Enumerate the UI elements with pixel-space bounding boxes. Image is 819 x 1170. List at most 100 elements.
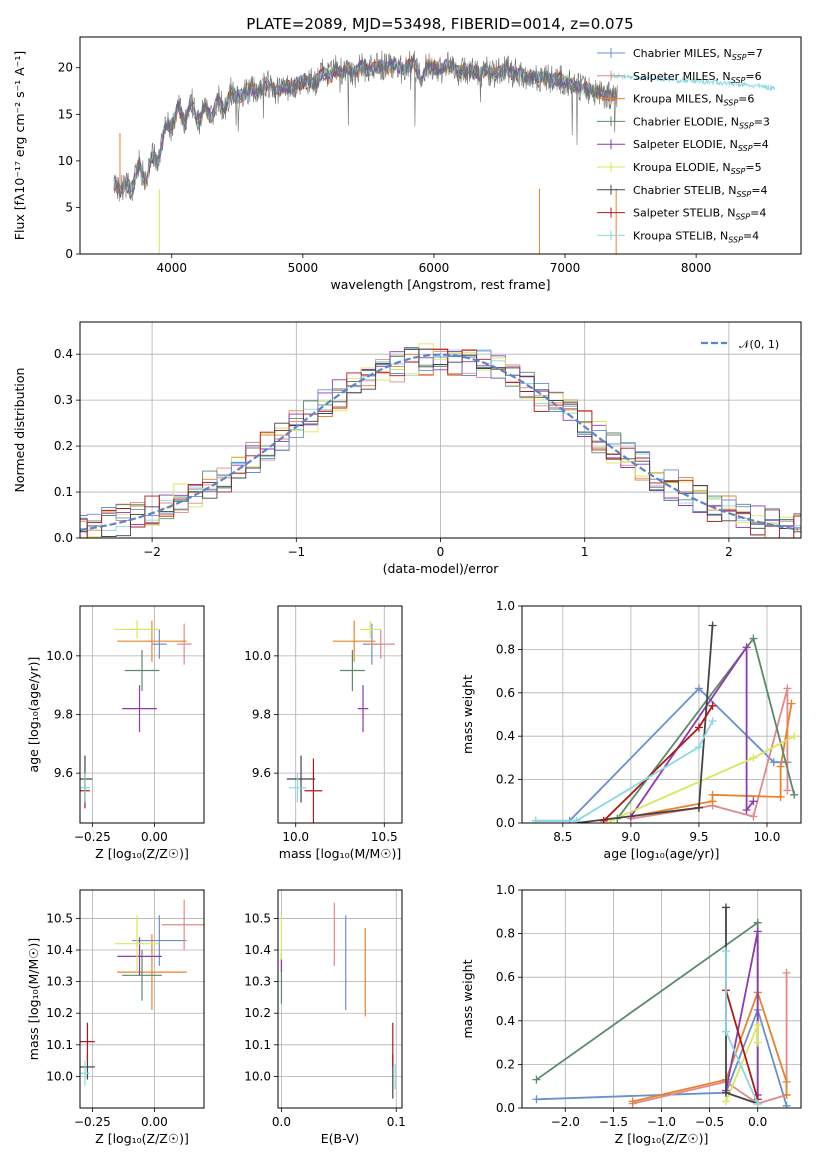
errorbar-point (114, 620, 160, 639)
legend-entry-name: Salpeter ELODIE (633, 138, 723, 151)
x-axis-label: age [log₁₀(age/yr)] (604, 846, 720, 861)
plus-marker (599, 816, 608, 823)
legend-entry: Kroupa STELIB, NSSP=4 (633, 229, 759, 244)
x-tick-label: −2.0 (551, 1115, 580, 1129)
weight_vs_age-panel: 8.5 9.0 9.5 10.0 0.0 0.2 0.4 0.6 0.8 1.0 age [log₁… (460, 599, 802, 861)
plus-marker (783, 786, 792, 795)
y-tick-label: 0.2 (496, 773, 515, 787)
plus-marker (708, 717, 717, 726)
histogram-salpeter-elodie (80, 347, 801, 538)
x-tick-label: 10.5 (371, 830, 398, 844)
errorbar-point (357, 685, 369, 733)
y-tick-label: 10.1 (244, 1038, 271, 1052)
axes-frame (79, 889, 205, 1109)
x-tick-label: 6000 (419, 261, 450, 275)
plus-marker (721, 1097, 730, 1106)
legend-entry-nssp-label: , N (721, 184, 736, 197)
legend-entry-nssp-label: , N (713, 229, 728, 242)
legend-entry-nssp-sub: SSP (739, 121, 754, 130)
y-tick-label: 0.8 (496, 642, 515, 656)
legend-entry-nssp-value: 6 (747, 93, 754, 106)
legend-entry: Chabrier MILES, NSSP=7 (633, 47, 763, 62)
y-tick-label: 20 (58, 61, 73, 75)
legend-entry-nssp-eq: = (745, 161, 754, 174)
legend-entry-nssp-eq: = (746, 47, 755, 60)
errorbar-point (117, 937, 162, 976)
plus-marker (753, 1038, 762, 1047)
plus-marker (783, 684, 792, 693)
axes-frame (79, 321, 802, 539)
y-tick-label: 0.4 (496, 729, 515, 743)
y-tick-label: 10.2 (46, 1006, 73, 1020)
legend-entry-nssp-eq: = (743, 229, 752, 242)
histogram-steps (80, 343, 801, 538)
legend-entry: Chabrier ELODIE, NSSP=3 (633, 115, 770, 130)
legend-entry-nssp-eq: = (750, 207, 759, 220)
legend-entry-nssp-label: , N (724, 115, 739, 128)
legend-entry-nssp-value: 4 (762, 138, 769, 151)
y-tick-label: 10.0 (46, 649, 73, 663)
y-tick-label: 0.4 (496, 1014, 515, 1028)
plus-marker (749, 753, 758, 762)
legend-entry-nssp-eq: = (754, 115, 763, 128)
legend-entry-nssp-sub: SSP (731, 76, 746, 85)
plus-marker (769, 758, 778, 767)
y-tick-label: 10.3 (46, 975, 73, 989)
axes-frame (521, 605, 802, 824)
legend-entry: Kroupa ELODIE, NSSP=5 (633, 161, 762, 176)
errorbar-point (151, 629, 167, 659)
legend-entry-nssp-sub: SSP (737, 190, 752, 199)
errorbar-point (161, 899, 204, 951)
mass_vs_Z-panel: −0.25 0.00 10.0 10.1 10.2 10.3 10.4 10.5 Z [log₁… (26, 889, 205, 1146)
weight-lines (531, 621, 799, 823)
x-axis-label: Z [log₁₀(Z/Z☉)] (95, 846, 189, 861)
errorbar-point (80, 1022, 95, 1061)
legend-entry-nssp-value: 4 (752, 229, 759, 242)
errorbars (280, 902, 396, 1099)
x-tick-label: −1 (287, 545, 305, 559)
plus-marker (721, 903, 730, 912)
x-tick-label: −1.5 (599, 1115, 628, 1129)
errorbar-point (122, 950, 162, 1001)
x-axis-label: Z [log₁₀(Z/Z☉)] (615, 1131, 709, 1146)
axes-frame (79, 605, 205, 824)
y-tick-label: 10.0 (244, 1069, 271, 1083)
mass_vs_EBV-panel: 0.0 0.1 10.0 10.1 10.2 10.3 10.4 10.5 E(B-V) (244, 889, 406, 1146)
plus-marker (787, 699, 796, 708)
errorbars (286, 620, 395, 823)
legend-entry-name: Kroupa MILES (633, 93, 708, 106)
y-tick-label: 0.2 (54, 439, 73, 453)
x-axis-label: mass [log₁₀(M/M☉)] (279, 846, 401, 861)
y-axis-label: age [log₁₀(age/yr)] (26, 657, 41, 773)
histogram-salpeter-miles (80, 350, 801, 538)
legend-entry-nssp-sub: SSP (732, 53, 747, 62)
x-tick-label: 1 (581, 545, 589, 559)
legend-entry-nssp-label: , N (720, 207, 735, 220)
plus-marker (753, 1021, 762, 1030)
y-tick-label: 0.2 (496, 1057, 515, 1071)
axes-frame (277, 889, 403, 1109)
y-tick-label: 0.6 (496, 686, 515, 700)
plus-marker (776, 792, 785, 801)
x-tick-label: 9.0 (621, 830, 640, 844)
legend-entry: Salpeter STELIB, NSSP=4 (633, 207, 766, 222)
plus-marker (782, 1090, 791, 1099)
y-tick-label: 5 (65, 200, 73, 214)
y-tick-label: 0.0 (496, 816, 515, 830)
x-tick-label: −0.5 (695, 1115, 724, 1129)
errorbars (80, 620, 192, 809)
legend-entry: Kroupa MILES, NSSP=6 (633, 93, 754, 108)
y-tick-label: 10.4 (244, 943, 271, 957)
plus-marker (572, 816, 581, 823)
plus-marker (532, 1075, 541, 1084)
age_vs_mass-panel: 10.0 10.5 9.6 9.8 10.0 mass [log₁₀(M/M☉)] (244, 605, 403, 861)
legend-entry-nssp-label: , N (708, 93, 723, 106)
y-tick-label: 1.0 (496, 599, 515, 613)
y-tick-label: 10.4 (46, 943, 73, 957)
y-tick-label: 10.1 (46, 1038, 73, 1052)
axes-frame (79, 36, 802, 255)
plus-marker (790, 732, 799, 741)
y-tick-label: 0.0 (54, 531, 73, 545)
plus-marker (753, 927, 762, 936)
